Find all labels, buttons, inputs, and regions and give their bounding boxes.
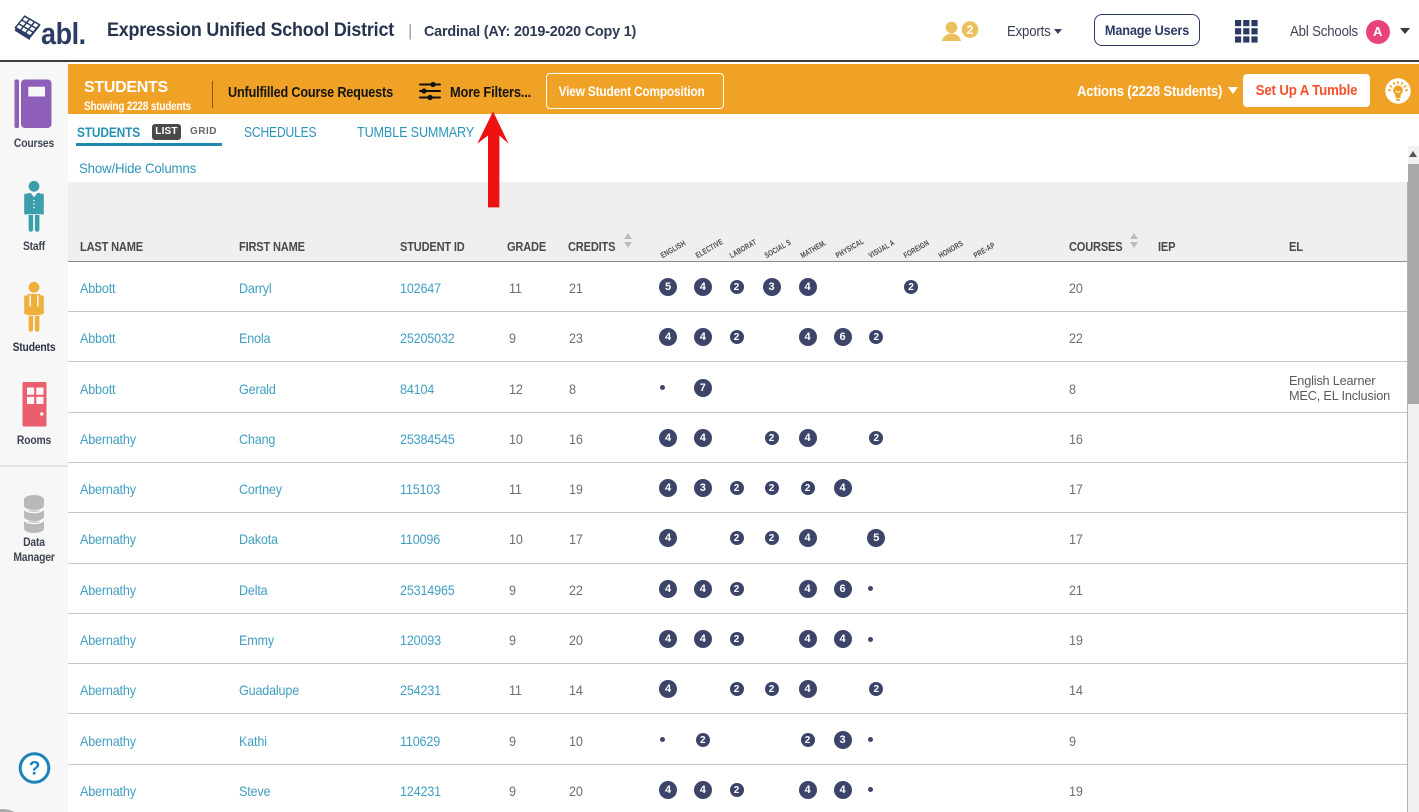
- svg-text:2: 2: [967, 23, 974, 37]
- svg-text:?: ?: [29, 759, 41, 780]
